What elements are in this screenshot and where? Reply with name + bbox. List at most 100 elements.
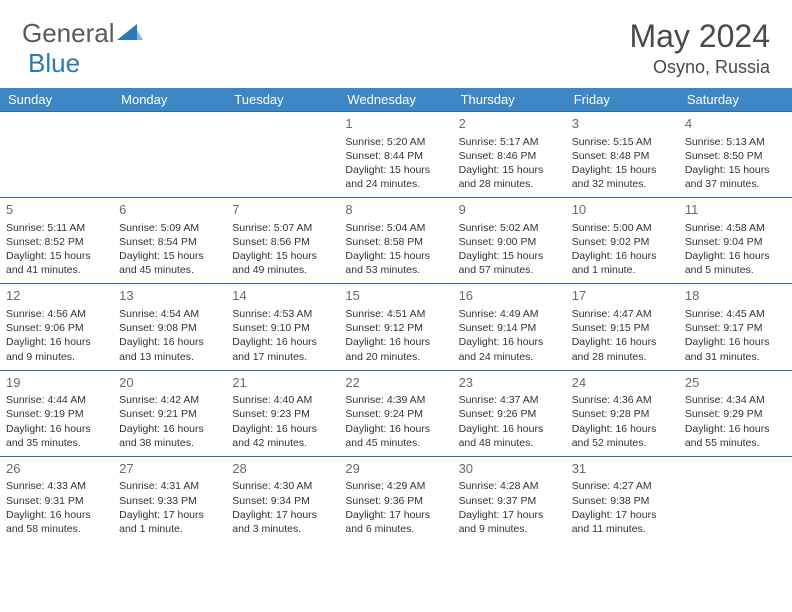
day-cell: 15 Sunrise: 4:51 AMSunset: 9:12 PMDayligh… (339, 284, 452, 370)
day-number: 10 (572, 201, 673, 219)
day-cell: 30Sunrise: 4:28 AMSunset: 9:37 PMDayligh… (453, 456, 566, 542)
day-cell: 25Sunrise: 4:34 AMSunset: 9:29 PMDayligh… (679, 370, 792, 456)
day-info: Sunrise: 5:17 AMSunset: 8:46 PMDaylight:… (459, 135, 560, 192)
empty-cell (0, 112, 113, 198)
day-number: 22 (345, 374, 446, 392)
day-number: 2 (459, 115, 560, 133)
day-number: 13 (119, 287, 220, 305)
dayhead-tuesday: Tuesday (226, 88, 339, 112)
day-info: Sunrise: 5:11 AMSunset: 8:52 PMDaylight:… (6, 221, 107, 278)
day-info: Sunrise: 4:58 AMSunset: 9:04 PMDaylight:… (685, 221, 786, 278)
day-info: Sunrise: 4:51 AMSunset: 9:12 PMDaylight:… (345, 307, 446, 364)
day-cell: 22Sunrise: 4:39 AMSunset: 9:24 PMDayligh… (339, 370, 452, 456)
day-number: 7 (232, 201, 333, 219)
day-number: 20 (119, 374, 220, 392)
logo-text-blue: Blue (28, 48, 80, 79)
day-cell: 12Sunrise: 4:56 AMSunset: 9:06 PMDayligh… (0, 284, 113, 370)
day-info: Sunrise: 5:20 AMSunset: 8:44 PMDaylight:… (345, 135, 446, 192)
day-number: 26 (6, 460, 107, 478)
logo-triangle-icon (117, 18, 143, 49)
day-number: 21 (232, 374, 333, 392)
day-cell: 5 Sunrise: 5:11 AMSunset: 8:52 PMDaylight… (0, 198, 113, 284)
day-cell: 4 Sunrise: 5:13 AMSunset: 8:50 PMDaylight… (679, 112, 792, 198)
week-row: 1Sunrise: 5:20 AMSunset: 8:44 PMDaylight… (0, 112, 792, 198)
day-cell: 2 Sunrise: 5:17 AMSunset: 8:46 PMDaylight… (453, 112, 566, 198)
dayhead-wednesday: Wednesday (339, 88, 452, 112)
empty-cell (226, 112, 339, 198)
day-info: Sunrise: 5:07 AMSunset: 8:56 PMDaylight:… (232, 221, 333, 278)
day-info: Sunrise: 4:40 AMSunset: 9:23 PMDaylight:… (232, 393, 333, 450)
day-cell: 14 Sunrise: 4:53 AMSunset: 9:10 PMDayligh… (226, 284, 339, 370)
day-info: Sunrise: 4:39 AMSunset: 9:24 PMDaylight:… (345, 393, 446, 450)
day-info: Sunrise: 4:31 AMSunset: 9:33 PMDaylight:… (119, 479, 220, 536)
day-cell: 31Sunrise: 4:27 AMSunset: 9:38 PMDayligh… (566, 456, 679, 542)
day-info: Sunrise: 5:04 AMSunset: 8:58 PMDaylight:… (345, 221, 446, 278)
day-number: 24 (572, 374, 673, 392)
day-cell: 18 Sunrise: 4:45 AMSunset: 9:17 PMDayligh… (679, 284, 792, 370)
day-number: 3 (572, 115, 673, 133)
day-cell: 10Sunrise: 5:00 AMSunset: 9:02 PMDayligh… (566, 198, 679, 284)
empty-cell (679, 456, 792, 542)
week-row: 5 Sunrise: 5:11 AMSunset: 8:52 PMDaylight… (0, 198, 792, 284)
day-info: Sunrise: 4:44 AMSunset: 9:19 PMDaylight:… (6, 393, 107, 450)
day-cell: 23Sunrise: 4:37 AMSunset: 9:26 PMDayligh… (453, 370, 566, 456)
location: Osyno, Russia (629, 57, 770, 78)
day-number: 9 (459, 201, 560, 219)
day-number: 4 (685, 115, 786, 133)
dayhead-row: SundayMondayTuesdayWednesdayThursdayFrid… (0, 88, 792, 112)
day-info: Sunrise: 4:53 AMSunset: 9:10 PMDaylight:… (232, 307, 333, 364)
day-cell: 28Sunrise: 4:30 AMSunset: 9:34 PMDayligh… (226, 456, 339, 542)
day-info: Sunrise: 4:45 AMSunset: 9:17 PMDaylight:… (685, 307, 786, 364)
day-info: Sunrise: 4:42 AMSunset: 9:21 PMDaylight:… (119, 393, 220, 450)
day-info: Sunrise: 4:47 AMSunset: 9:15 PMDaylight:… (572, 307, 673, 364)
day-cell: 20Sunrise: 4:42 AMSunset: 9:21 PMDayligh… (113, 370, 226, 456)
day-cell: 7 Sunrise: 5:07 AMSunset: 8:56 PMDaylight… (226, 198, 339, 284)
day-info: Sunrise: 4:54 AMSunset: 9:08 PMDaylight:… (119, 307, 220, 364)
day-cell: 1Sunrise: 5:20 AMSunset: 8:44 PMDaylight… (339, 112, 452, 198)
day-number: 8 (345, 201, 446, 219)
dayhead-sunday: Sunday (0, 88, 113, 112)
title-block: May 2024 Osyno, Russia (629, 18, 770, 78)
day-number: 29 (345, 460, 446, 478)
day-cell: 19Sunrise: 4:44 AMSunset: 9:19 PMDayligh… (0, 370, 113, 456)
day-info: Sunrise: 4:28 AMSunset: 9:37 PMDaylight:… (459, 479, 560, 536)
day-cell: 17Sunrise: 4:47 AMSunset: 9:15 PMDayligh… (566, 284, 679, 370)
day-cell: 27Sunrise: 4:31 AMSunset: 9:33 PMDayligh… (113, 456, 226, 542)
header: General May 2024 Osyno, Russia (0, 0, 792, 88)
day-cell: 3 Sunrise: 5:15 AMSunset: 8:48 PMDaylight… (566, 112, 679, 198)
day-number: 25 (685, 374, 786, 392)
day-cell: 11 Sunrise: 4:58 AMSunset: 9:04 PMDayligh… (679, 198, 792, 284)
day-info: Sunrise: 4:49 AMSunset: 9:14 PMDaylight:… (459, 307, 560, 364)
day-number: 5 (6, 201, 107, 219)
calendar-body: 1Sunrise: 5:20 AMSunset: 8:44 PMDaylight… (0, 112, 792, 543)
dayhead-thursday: Thursday (453, 88, 566, 112)
day-info: Sunrise: 4:27 AMSunset: 9:38 PMDaylight:… (572, 479, 673, 536)
day-cell: 21Sunrise: 4:40 AMSunset: 9:23 PMDayligh… (226, 370, 339, 456)
day-info: Sunrise: 5:13 AMSunset: 8:50 PMDaylight:… (685, 135, 786, 192)
empty-cell (113, 112, 226, 198)
day-info: Sunrise: 4:29 AMSunset: 9:36 PMDaylight:… (345, 479, 446, 536)
logo-text-general: General (22, 18, 115, 49)
calendar-table: SundayMondayTuesdayWednesdayThursdayFrid… (0, 88, 792, 542)
day-number: 11 (685, 201, 786, 219)
day-number: 18 (685, 287, 786, 305)
day-number: 14 (232, 287, 333, 305)
day-cell: 9Sunrise: 5:02 AMSunset: 9:00 PMDaylight… (453, 198, 566, 284)
day-number: 16 (459, 287, 560, 305)
day-info: Sunrise: 5:09 AMSunset: 8:54 PMDaylight:… (119, 221, 220, 278)
day-info: Sunrise: 4:34 AMSunset: 9:29 PMDaylight:… (685, 393, 786, 450)
day-number: 6 (119, 201, 220, 219)
day-cell: 24Sunrise: 4:36 AMSunset: 9:28 PMDayligh… (566, 370, 679, 456)
day-number: 23 (459, 374, 560, 392)
day-cell: 13 Sunrise: 4:54 AMSunset: 9:08 PMDayligh… (113, 284, 226, 370)
day-info: Sunrise: 4:37 AMSunset: 9:26 PMDaylight:… (459, 393, 560, 450)
day-cell: 29Sunrise: 4:29 AMSunset: 9:36 PMDayligh… (339, 456, 452, 542)
dayhead-friday: Friday (566, 88, 679, 112)
day-info: Sunrise: 4:33 AMSunset: 9:31 PMDaylight:… (6, 479, 107, 536)
day-info: Sunrise: 5:15 AMSunset: 8:48 PMDaylight:… (572, 135, 673, 192)
month-title: May 2024 (629, 18, 770, 55)
dayhead-monday: Monday (113, 88, 226, 112)
day-number: 15 (345, 287, 446, 305)
dayhead-saturday: Saturday (679, 88, 792, 112)
day-number: 31 (572, 460, 673, 478)
